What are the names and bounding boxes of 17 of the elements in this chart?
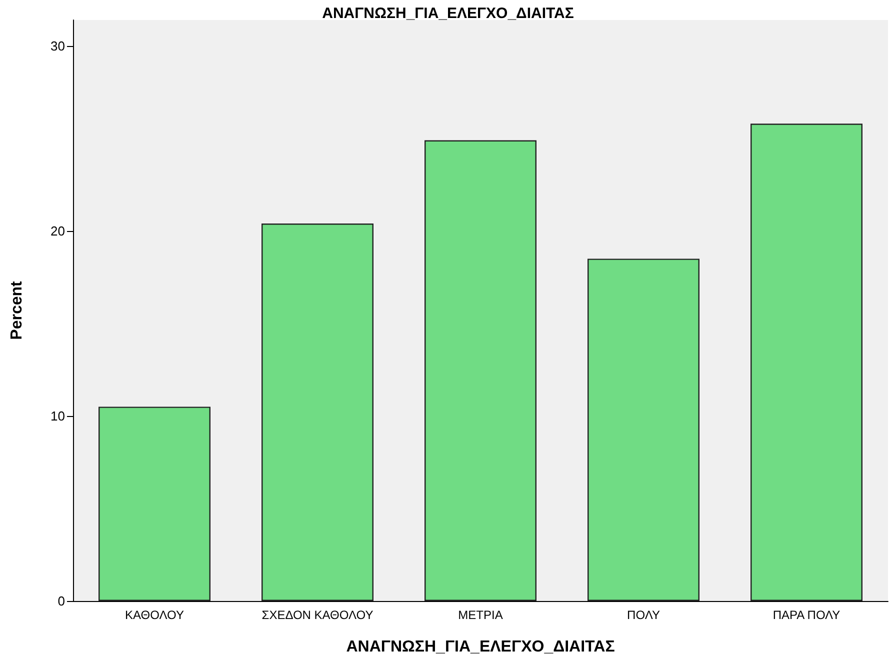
y-tick-label: 20 [50,223,65,238]
bar [750,124,862,601]
x-tick-label: ΣΧΕΔΟΝ ΚΑΘΟΛΟΥ [262,608,374,622]
x-axis-title: ΑΝΑΓΝΩΣΗ_ΓΙΑ_ΕΛΕΓΧΟ_ΔΙΑΙΤΑΣ [346,638,616,656]
x-tick-label: ΠΟΛΥ [627,608,660,622]
bar [588,258,700,601]
bar [262,224,374,601]
y-tick-label: 30 [50,38,65,54]
bar [424,140,536,601]
x-tick-label: ΚΑΘΟΛΟΥ [125,608,184,622]
x-tick-label: ΠΑΡΑ ΠΟΛΥ [772,608,840,622]
bar [98,406,210,601]
y-tick-label: 10 [50,408,65,424]
y-tick-label: 0 [58,594,65,608]
x-tick-label: ΜΕΤΡΙΑ [458,608,503,622]
y-axis-title: Percent [8,280,26,340]
chart-title: ΑΝΑΓΝΩΣΗ_ΓΙΑ_ΕΛΕΓΧΟ_ΔΙΑΙΤΑΣ [322,5,574,22]
